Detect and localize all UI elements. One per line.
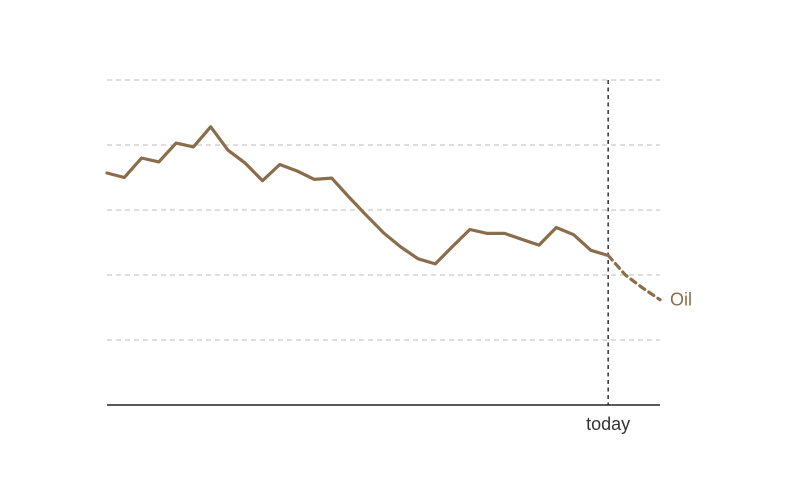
gridlines [107,79,660,341]
today-label: today [586,414,630,434]
series-lines: Oil [105,125,692,310]
series-projection-oil [606,253,662,302]
series-line-oil [105,125,610,266]
series-label: Oil [670,290,692,310]
